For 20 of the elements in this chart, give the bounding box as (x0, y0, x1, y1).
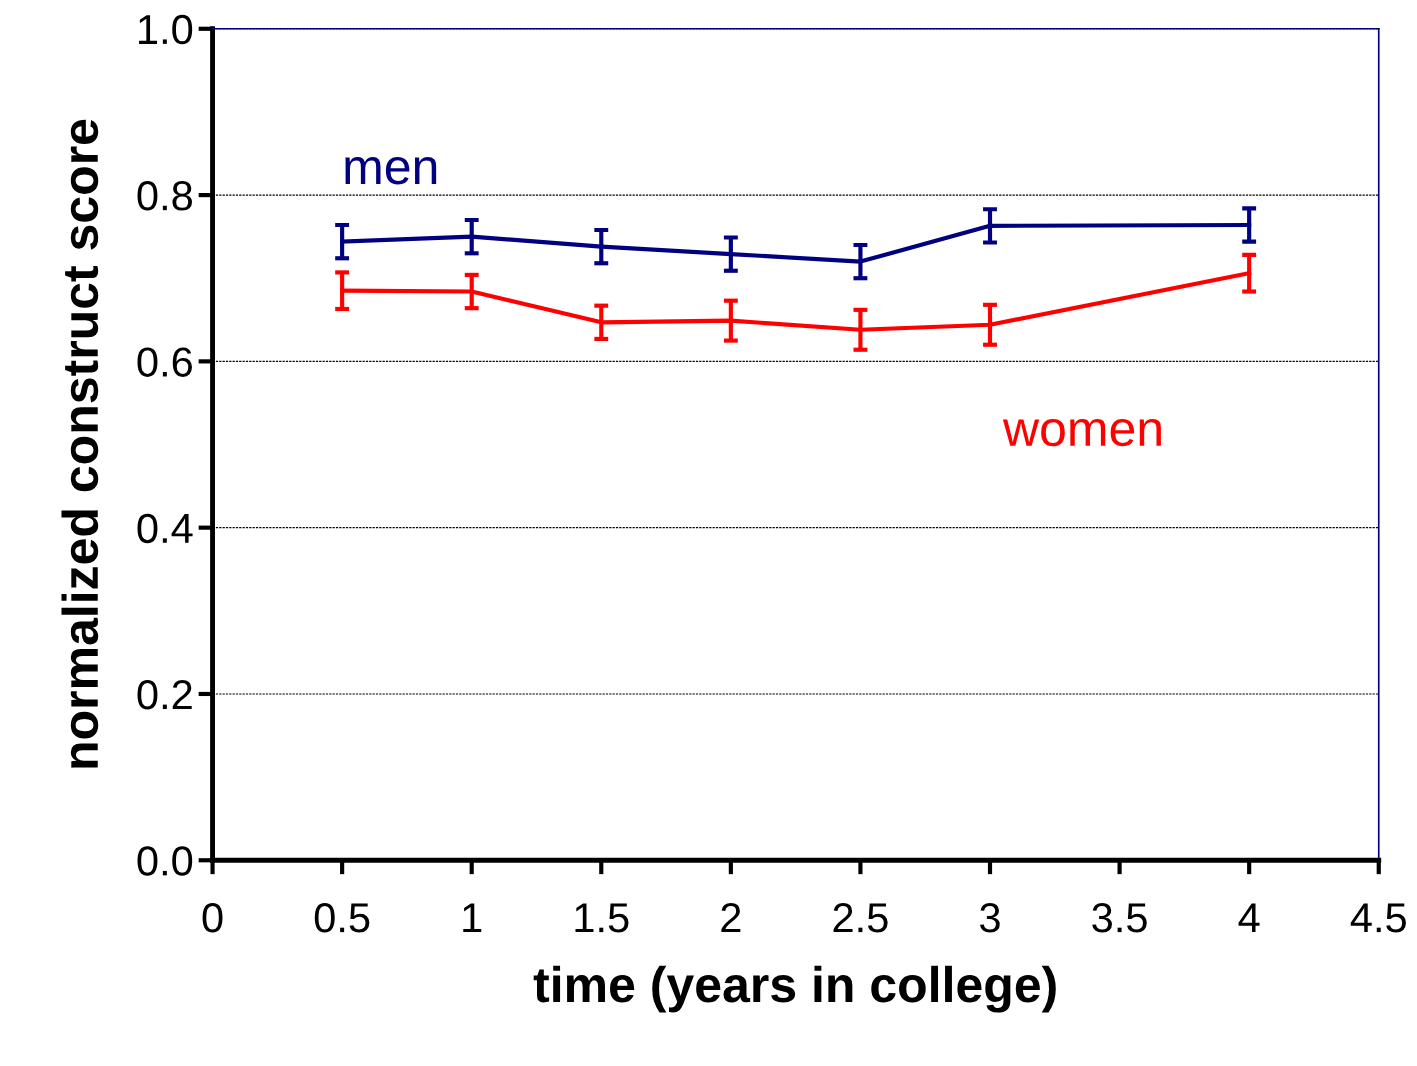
x-tick-label: 4 (1238, 903, 1260, 933)
x-tick-label: 1 (463, 903, 482, 933)
y-axis-title: normalized construct score (61, 119, 99, 768)
x-tick-label: 2.5 (833, 903, 888, 933)
x-tick-label: 1.5 (575, 903, 629, 933)
y-tick-label: 0.0 (137, 846, 193, 876)
y-tick-label: 0.6 (137, 347, 192, 377)
x-tick-label: 3.5 (1092, 903, 1147, 933)
x-tick-label: 0.5 (314, 903, 370, 933)
y-tick-label: 1.0 (139, 14, 193, 45)
x-axis-title: time (years in college) (533, 965, 1056, 1013)
series-label: men (345, 156, 437, 185)
x-tick-label: 3 (980, 903, 1000, 933)
x-tick-label: 0 (202, 903, 223, 933)
y-tick-label: 0.8 (137, 181, 192, 211)
series-label: women (1002, 418, 1161, 447)
x-tick-label: 2 (721, 903, 741, 933)
y-tick-label: 0.2 (137, 679, 192, 710)
y-tick-label: 0.4 (137, 513, 193, 544)
x-tick-label: 4.5 (1350, 903, 1406, 933)
